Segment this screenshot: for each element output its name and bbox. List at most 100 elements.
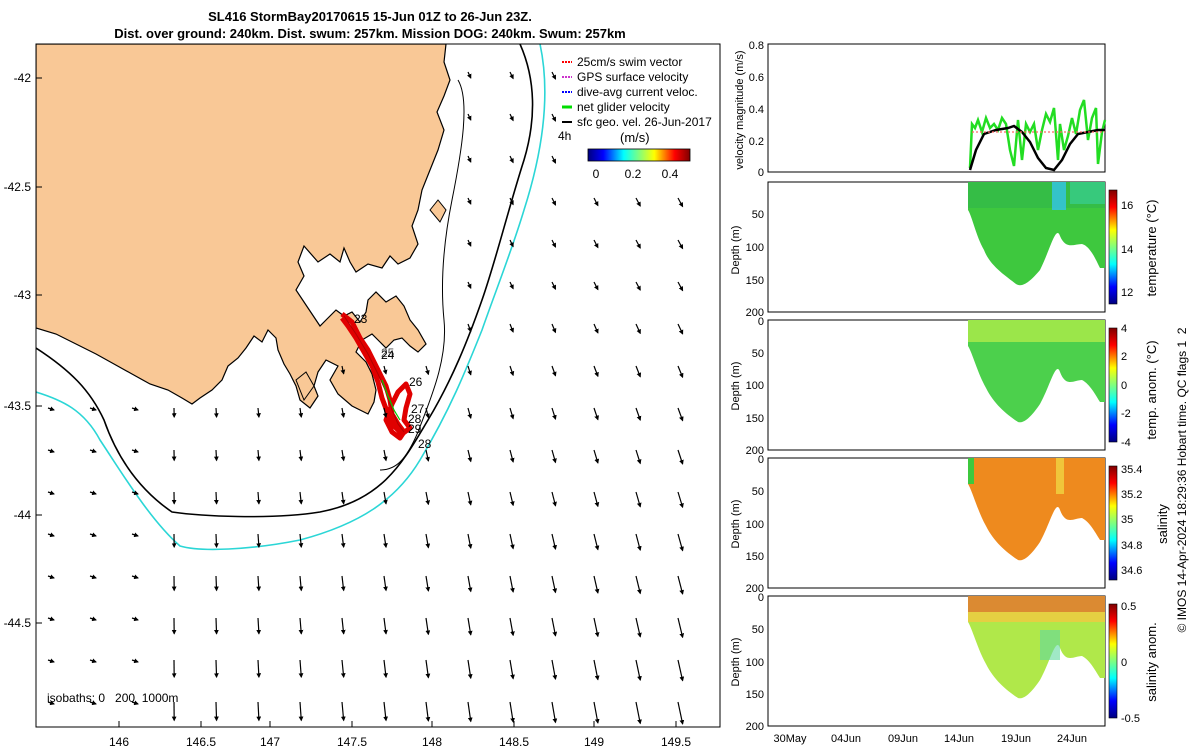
temp-anomaly-panel: 0 50 100 150 200 Depth (m) 4 2 0 -2 -4 t… [730, 316, 1159, 457]
lon-tick-label: 148 [422, 735, 442, 749]
velocity-panel: 0.8 0.6 0.4 0.2 0 velocity magnitude (m/… [734, 40, 1107, 179]
time-tick: 04Jun [831, 733, 861, 745]
vel-tick: 0.4 [749, 104, 764, 116]
current-arrow [551, 533, 557, 551]
current-arrow [593, 281, 599, 291]
current-arrow [635, 239, 641, 249]
current-arrow [593, 491, 600, 508]
current-arrow [383, 617, 388, 635]
current-arrow [635, 281, 641, 291]
tanom-cb-tick: -2 [1121, 408, 1131, 420]
time-tick: 09Jun [888, 733, 918, 745]
current-arrow [131, 616, 139, 622]
current-arrow [467, 533, 473, 550]
current-arrow [593, 197, 599, 207]
current-arrow [89, 616, 97, 622]
current-arrow [509, 491, 515, 507]
current-arrow [509, 659, 515, 680]
current-arrow [213, 407, 219, 419]
current-arrow [425, 659, 431, 679]
lat-tick-label: -44 [14, 508, 32, 522]
current-arrow [635, 365, 642, 378]
current-arrow [467, 659, 473, 680]
lon-tick-label: 146 [109, 735, 129, 749]
current-arrow [340, 449, 346, 462]
current-arrow [131, 574, 139, 580]
depth-tick: 100 [746, 242, 764, 254]
current-arrow [466, 71, 472, 79]
current-arrow [509, 323, 514, 333]
current-arrow [214, 575, 219, 592]
current-arrow [635, 449, 642, 465]
sanom-cb-tick: 0.5 [1121, 601, 1136, 613]
current-arrow [298, 407, 304, 419]
tanom-cb-tick: 4 [1121, 323, 1127, 335]
current-arrow [509, 197, 514, 206]
track-label: 26 [409, 375, 423, 389]
depth-tick: 0 [758, 454, 764, 466]
lon-tick-label: 148.5 [499, 735, 529, 749]
current-arrow [213, 533, 219, 549]
current-arrow [509, 239, 514, 248]
current-arrow [213, 491, 219, 505]
land-island [429, 199, 447, 223]
vel-tick: 0.2 [749, 136, 764, 148]
sal-anomaly-label: salinity anom. [1144, 622, 1159, 701]
sal-cb-tick: 35.4 [1121, 464, 1142, 476]
depth-tick: 150 [746, 275, 764, 287]
lon-tick-label: 147.5 [337, 735, 367, 749]
current-arrow [551, 281, 557, 290]
current-arrow [677, 617, 685, 639]
lon-tick-label: 149.5 [661, 735, 691, 749]
depth-tick: 50 [752, 624, 764, 636]
isobath-0m [379, 79, 465, 471]
current-arrow [256, 659, 262, 679]
depth-tick: 50 [752, 486, 764, 498]
vel-tick: 0 [758, 167, 764, 179]
current-arrow [131, 700, 139, 706]
current-arrow [214, 659, 219, 679]
depth-label: Depth (m) [730, 362, 742, 411]
current-arrow [298, 491, 304, 505]
current-arrow [47, 574, 55, 580]
salinity-label: salinity [1155, 504, 1170, 544]
current-arrow [551, 659, 558, 681]
current-arrow [467, 575, 473, 593]
current-arrow [340, 407, 346, 419]
current-arrow [677, 197, 684, 208]
colorbar-tick: 0 [593, 167, 600, 181]
isobath-200m [36, 44, 534, 518]
current-arrow [509, 449, 515, 463]
current-arrow [425, 701, 431, 722]
salinity-section [968, 458, 1105, 561]
current-arrow [47, 448, 55, 454]
current-arrow [47, 490, 55, 496]
current-arrow [340, 701, 346, 722]
current-arrow [593, 575, 600, 594]
current-arrow [635, 407, 642, 421]
isobath-1000m [36, 44, 546, 551]
current-arrow [298, 449, 304, 462]
current-arrow [635, 617, 642, 638]
current-arrow [677, 659, 685, 682]
temp-cb-tick: 12 [1121, 287, 1133, 299]
depth-tick: 150 [746, 551, 764, 563]
current-arrow [383, 533, 388, 549]
track-label: 23 [354, 312, 368, 326]
legend-item: 25cm/s swim vector [577, 55, 682, 69]
current-arrow [256, 491, 262, 505]
track-label: 24 [381, 348, 395, 362]
legend-item: GPS surface velocity [577, 70, 688, 84]
current-arrow [551, 113, 557, 122]
current-arrow [340, 659, 346, 679]
speed-colorbar [587, 148, 691, 162]
map-lat-ticks: -42 -42.5 -43 -43.5 -44 -44.5 [4, 71, 32, 630]
current-arrow [593, 617, 600, 638]
current-arrow [131, 490, 139, 496]
depth-label: Depth (m) [730, 500, 742, 549]
track-label: 27 [411, 402, 425, 416]
current-arrow [635, 323, 641, 335]
temp-cb-tick: 14 [1121, 244, 1133, 256]
current-arrow [551, 617, 558, 637]
current-arrow [340, 365, 346, 375]
